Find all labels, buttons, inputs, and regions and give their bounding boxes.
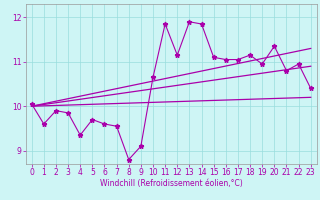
X-axis label: Windchill (Refroidissement éolien,°C): Windchill (Refroidissement éolien,°C) <box>100 179 243 188</box>
